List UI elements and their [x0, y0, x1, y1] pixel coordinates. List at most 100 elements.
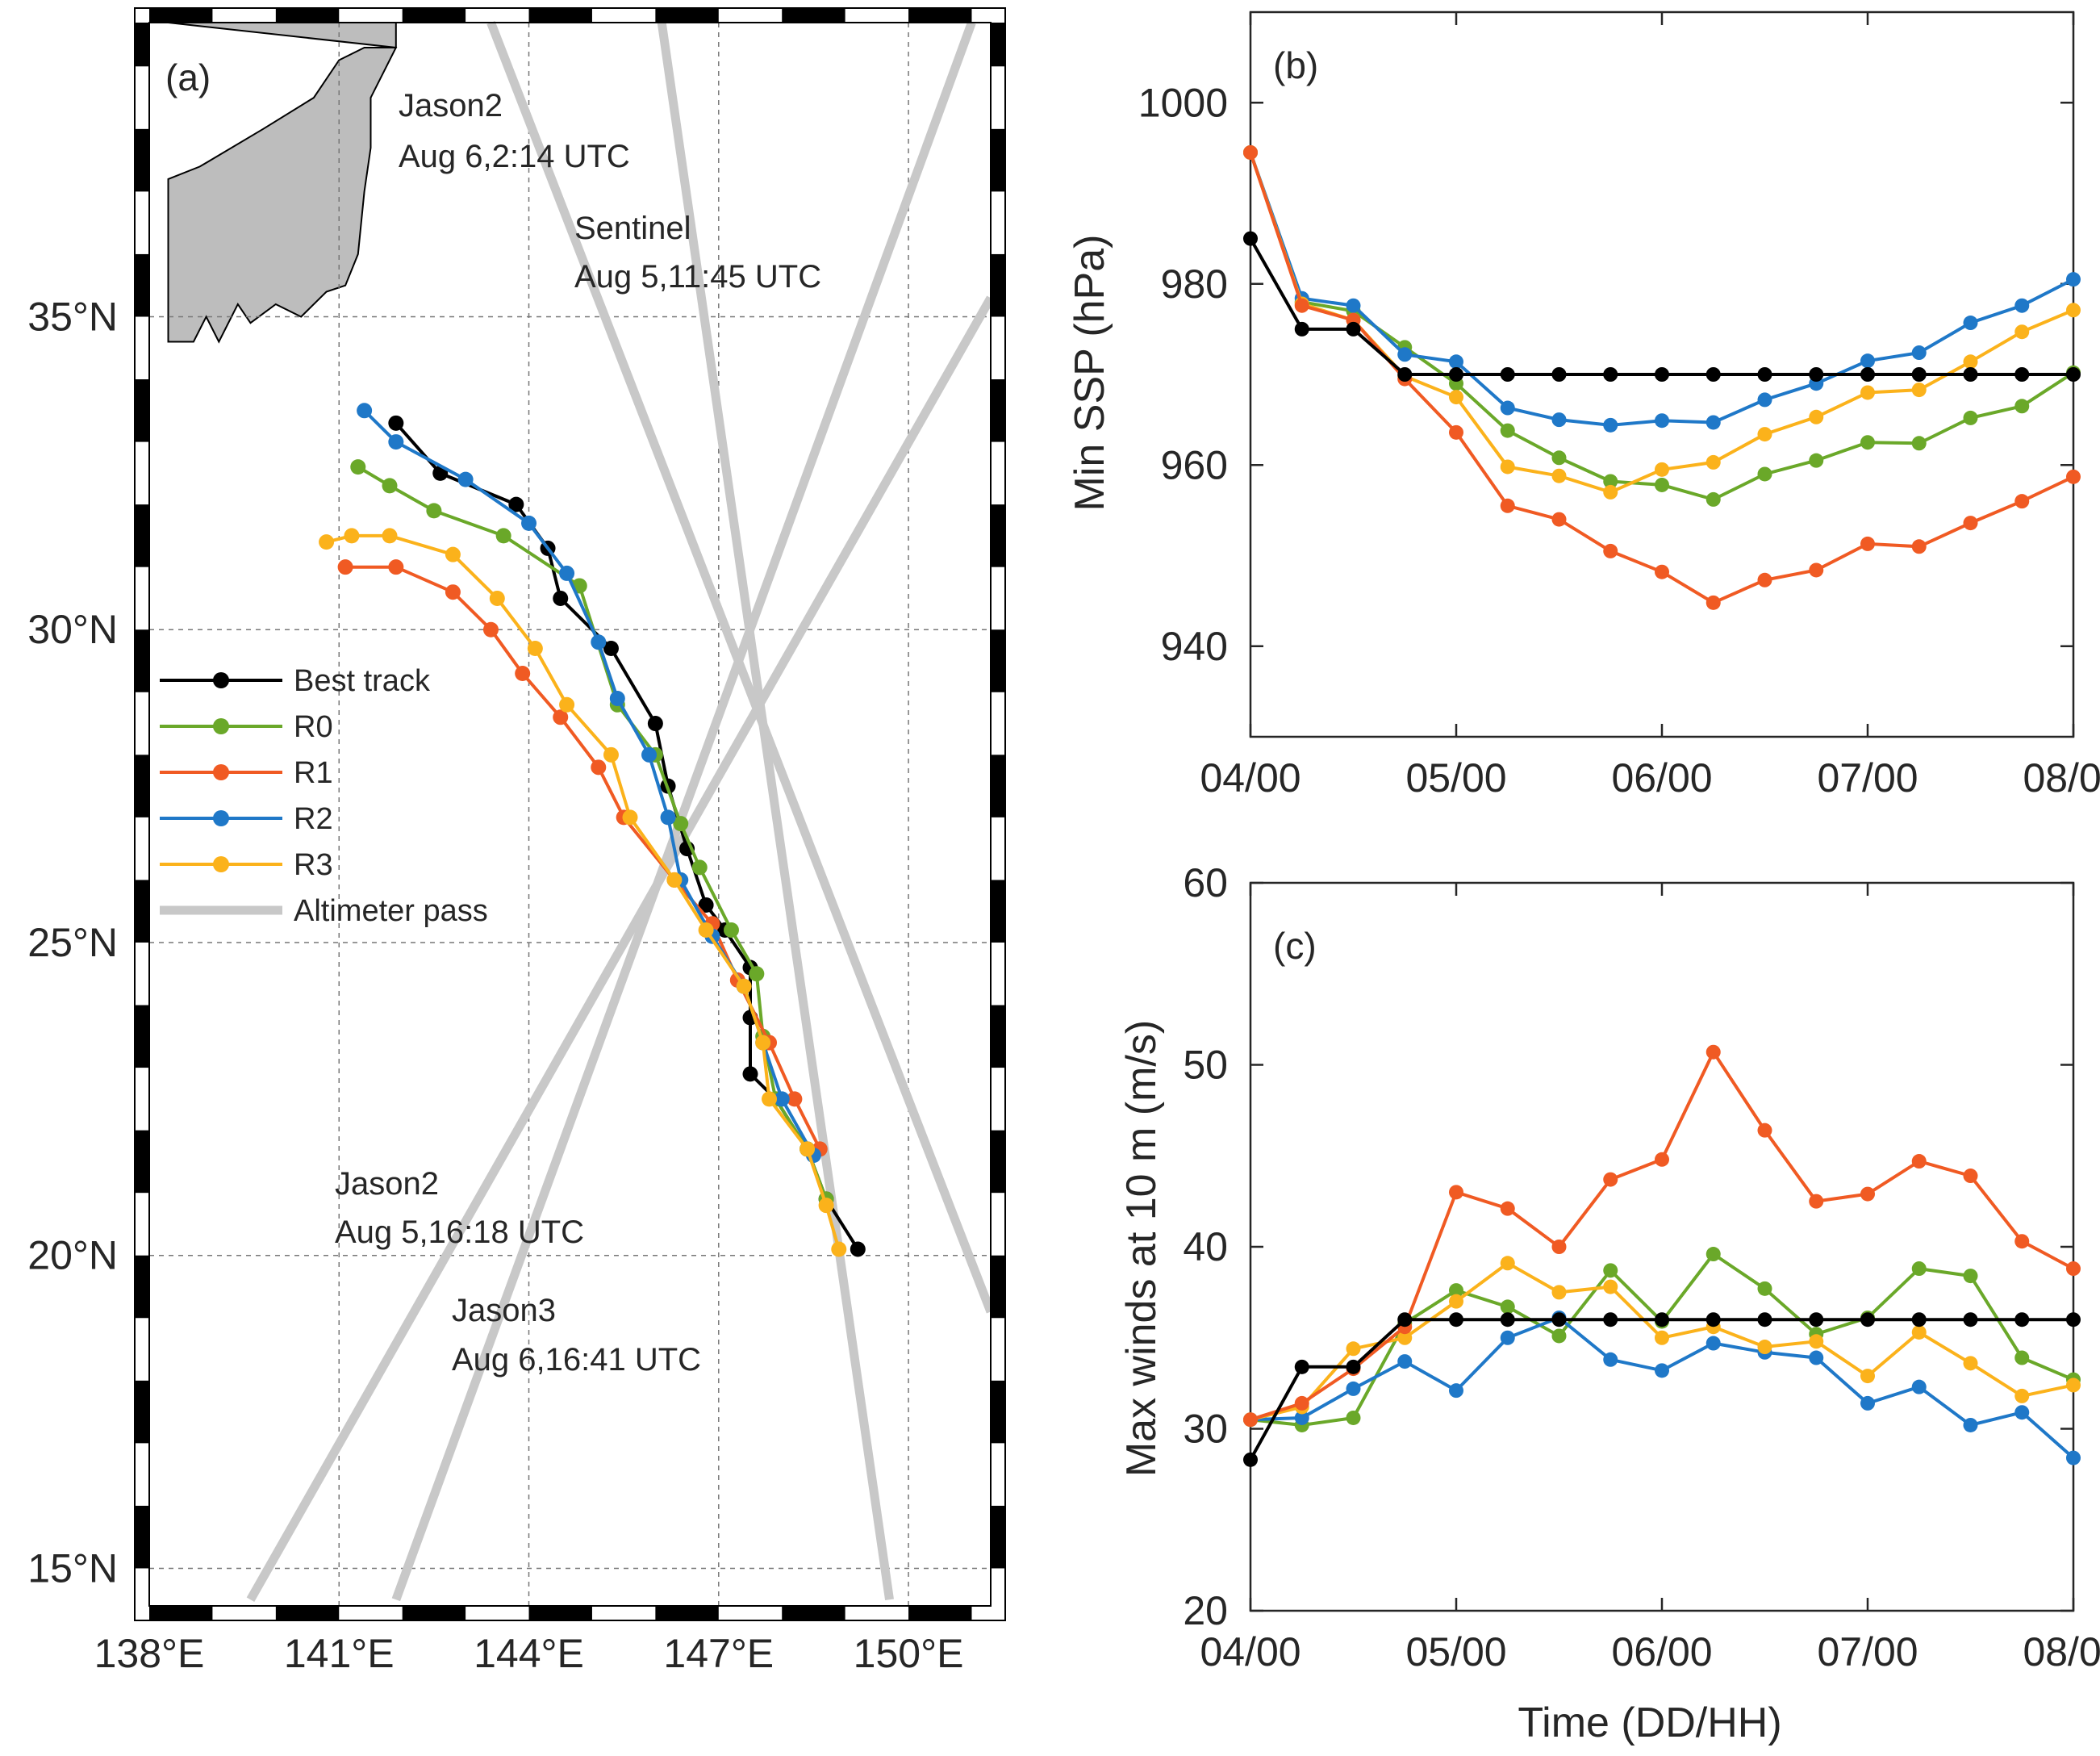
data-point-best-track	[1500, 367, 1515, 382]
track-point-r3	[736, 978, 752, 994]
data-point-best-track	[1809, 1312, 1824, 1327]
data-point-r2	[1449, 1383, 1463, 1399]
track-point-r2	[660, 809, 676, 826]
data-point-r3	[1551, 1285, 1567, 1300]
frame-segment-bottom	[908, 1606, 972, 1620]
x-tick-label: 05/00	[1405, 755, 1506, 801]
legend-entry-r3: R3	[160, 848, 333, 882]
data-point-r2	[1705, 1336, 1721, 1351]
data-point-best-track	[1294, 321, 1309, 337]
track-point-r1	[482, 621, 499, 638]
data-point-r3	[1449, 1294, 1463, 1309]
data-point-r1	[1860, 1186, 1875, 1202]
data-point-r2	[1911, 1379, 1927, 1394]
x-tick-label: 04/00	[1200, 755, 1300, 801]
data-point-r1	[2014, 494, 2030, 509]
track-point-r3	[698, 922, 714, 938]
frame-segment-left	[135, 253, 149, 317]
data-point-r3	[1757, 427, 1772, 442]
track-point-r1	[591, 759, 607, 776]
data-point-r0	[1449, 1283, 1463, 1298]
data-point-r3	[1757, 1340, 1772, 1355]
data-point-r2	[2066, 1450, 2081, 1465]
frame-segment-top	[275, 8, 340, 23]
pass-name: Jason3	[452, 1293, 556, 1328]
track-point-r3	[344, 528, 360, 544]
data-point-r2	[1551, 412, 1567, 428]
data-point-r0	[1963, 1269, 1978, 1284]
data-point-best-track	[1603, 367, 1618, 382]
track-point-r1	[553, 709, 569, 725]
frame-segment-bottom	[782, 1606, 845, 1620]
legend-marker	[213, 672, 229, 688]
data-point-r1	[1243, 1412, 1258, 1428]
data-point-r0	[1500, 1299, 1515, 1315]
data-point-r1	[1963, 516, 1978, 531]
track-point-r1	[515, 666, 531, 682]
track-point-r2	[521, 515, 537, 531]
pass-time: Aug 6,2:14 UTC	[399, 139, 630, 174]
data-point-r0	[1705, 491, 1721, 507]
pass-name: Jason2	[335, 1166, 439, 1202]
data-point-r1	[1911, 1154, 1927, 1169]
y-tick-label: 60	[1183, 860, 1228, 905]
data-point-r2	[2014, 298, 2030, 313]
data-point-best-track	[1655, 367, 1669, 382]
data-point-r2	[1860, 353, 1875, 369]
y-tick-label: 40	[1183, 1224, 1228, 1269]
panel-b-label: (b)	[1273, 44, 1318, 86]
track-point-r0	[673, 816, 689, 832]
data-point-r0	[1551, 450, 1567, 466]
data-point-best-track	[1603, 1312, 1618, 1327]
data-point-r3	[1705, 454, 1721, 470]
frame-segment-right	[991, 629, 1005, 692]
y-tick-label: 30°N	[27, 607, 118, 652]
data-point-r0	[1603, 474, 1618, 489]
data-point-best-track	[1705, 1312, 1721, 1327]
data-point-r3	[2014, 1388, 2030, 1403]
data-point-r2	[1346, 298, 1361, 313]
data-point-r2	[1860, 1395, 1875, 1411]
y-tick-label: 20°N	[27, 1233, 118, 1278]
data-point-r1	[1294, 1395, 1309, 1411]
frame-segment-left	[135, 1130, 149, 1194]
data-point-r1	[1603, 1172, 1618, 1187]
data-point-best-track	[1655, 1312, 1669, 1327]
data-point-best-track	[1243, 231, 1258, 246]
track-point-r1	[337, 559, 353, 575]
series-best-track	[1243, 1312, 2081, 1467]
data-point-r0	[1911, 1261, 1927, 1277]
track-point-r2	[641, 746, 658, 763]
track-point-best-track	[647, 716, 663, 732]
data-point-r1	[1860, 536, 1875, 551]
frame-segment-left	[135, 629, 149, 692]
frame-segment-right	[991, 128, 1005, 192]
data-point-r1	[1655, 564, 1669, 579]
y-tick-label: 940	[1161, 624, 1228, 669]
data-point-r3	[1809, 409, 1824, 424]
data-point-best-track	[1705, 367, 1721, 382]
series-best-track	[1243, 231, 2081, 382]
data-point-r2	[1963, 1417, 1978, 1432]
data-point-r3	[2066, 1378, 2081, 1393]
data-point-best-track	[1346, 321, 1361, 337]
data-point-r3	[1655, 1330, 1669, 1345]
data-point-best-track	[1809, 367, 1824, 382]
frame-segment-right	[991, 379, 1005, 442]
y-tick-label: 1000	[1138, 80, 1228, 125]
track-point-r3	[559, 696, 575, 713]
data-point-best-track	[1397, 367, 1413, 382]
data-point-best-track	[2066, 367, 2081, 382]
data-point-r1	[2066, 469, 2081, 484]
track-point-r2	[357, 403, 373, 419]
track-point-r0	[426, 503, 442, 519]
panel-b-min-ssp: 940 960 980 1000 04/00 05/00 06/00 07/00 08/00 (…	[1067, 10, 2100, 801]
data-point-r1	[1551, 512, 1567, 527]
legend-marker	[213, 718, 229, 734]
data-point-best-track	[1860, 1312, 1875, 1327]
x-tick-label: 144°E	[474, 1631, 584, 1676]
frame-segment-left	[135, 23, 149, 67]
